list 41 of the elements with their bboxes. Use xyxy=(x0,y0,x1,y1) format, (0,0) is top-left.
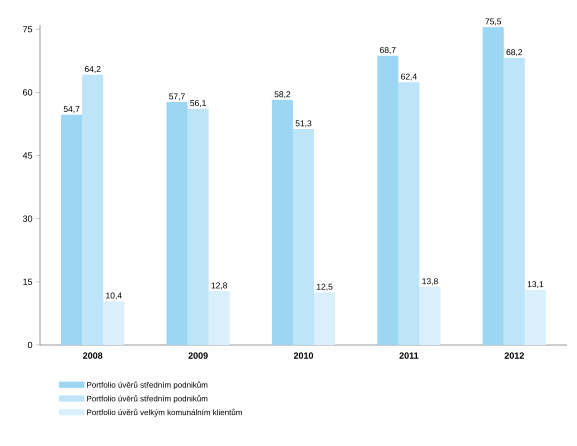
x-tick-label: 2011 xyxy=(399,352,418,359)
x-tick-label: 2012 xyxy=(504,352,524,359)
data-label: 57,7 xyxy=(169,93,185,100)
data-label: 62,4 xyxy=(401,74,417,81)
data-label: 51,3 xyxy=(296,120,312,128)
y-tick-label: 45 xyxy=(22,152,32,159)
data-label: 10,4 xyxy=(106,292,122,300)
data-label: 64,2 xyxy=(84,66,101,73)
data-label: 75,5 xyxy=(485,18,502,26)
data-label: 68,2 xyxy=(506,49,522,56)
y-tick-label: 75 xyxy=(23,26,32,32)
data-label: 12,5 xyxy=(316,284,332,291)
bar xyxy=(398,82,420,345)
bar xyxy=(482,27,504,345)
x-tick-label: 2008 xyxy=(83,352,102,359)
bar xyxy=(103,301,124,345)
bar xyxy=(61,114,82,345)
x-tick-label: 2009 xyxy=(188,352,208,359)
bar xyxy=(208,291,230,345)
y-tick-label: 15 xyxy=(23,278,32,285)
bar xyxy=(524,290,546,345)
bar xyxy=(166,102,188,345)
data-label: 13,8 xyxy=(422,278,438,286)
bar xyxy=(504,58,525,345)
data-label: 68,7 xyxy=(380,47,396,54)
data-label: 56,1 xyxy=(190,100,206,108)
data-label: 58,2 xyxy=(274,91,290,98)
y-tick-label: 0 xyxy=(28,342,32,348)
bar xyxy=(292,129,314,345)
data-label: 54,7 xyxy=(64,106,80,113)
y-tick-label: 60 xyxy=(23,89,32,96)
y-tick-label: 30 xyxy=(22,216,32,222)
x-tick-label: 2010 xyxy=(294,352,314,359)
bar xyxy=(82,74,104,345)
bar xyxy=(314,292,336,345)
bar xyxy=(272,100,293,345)
data-label: 12,8 xyxy=(212,282,228,290)
data-label: 13,1 xyxy=(528,281,544,288)
bar xyxy=(419,286,441,345)
bar xyxy=(188,108,209,345)
bar xyxy=(377,56,398,345)
